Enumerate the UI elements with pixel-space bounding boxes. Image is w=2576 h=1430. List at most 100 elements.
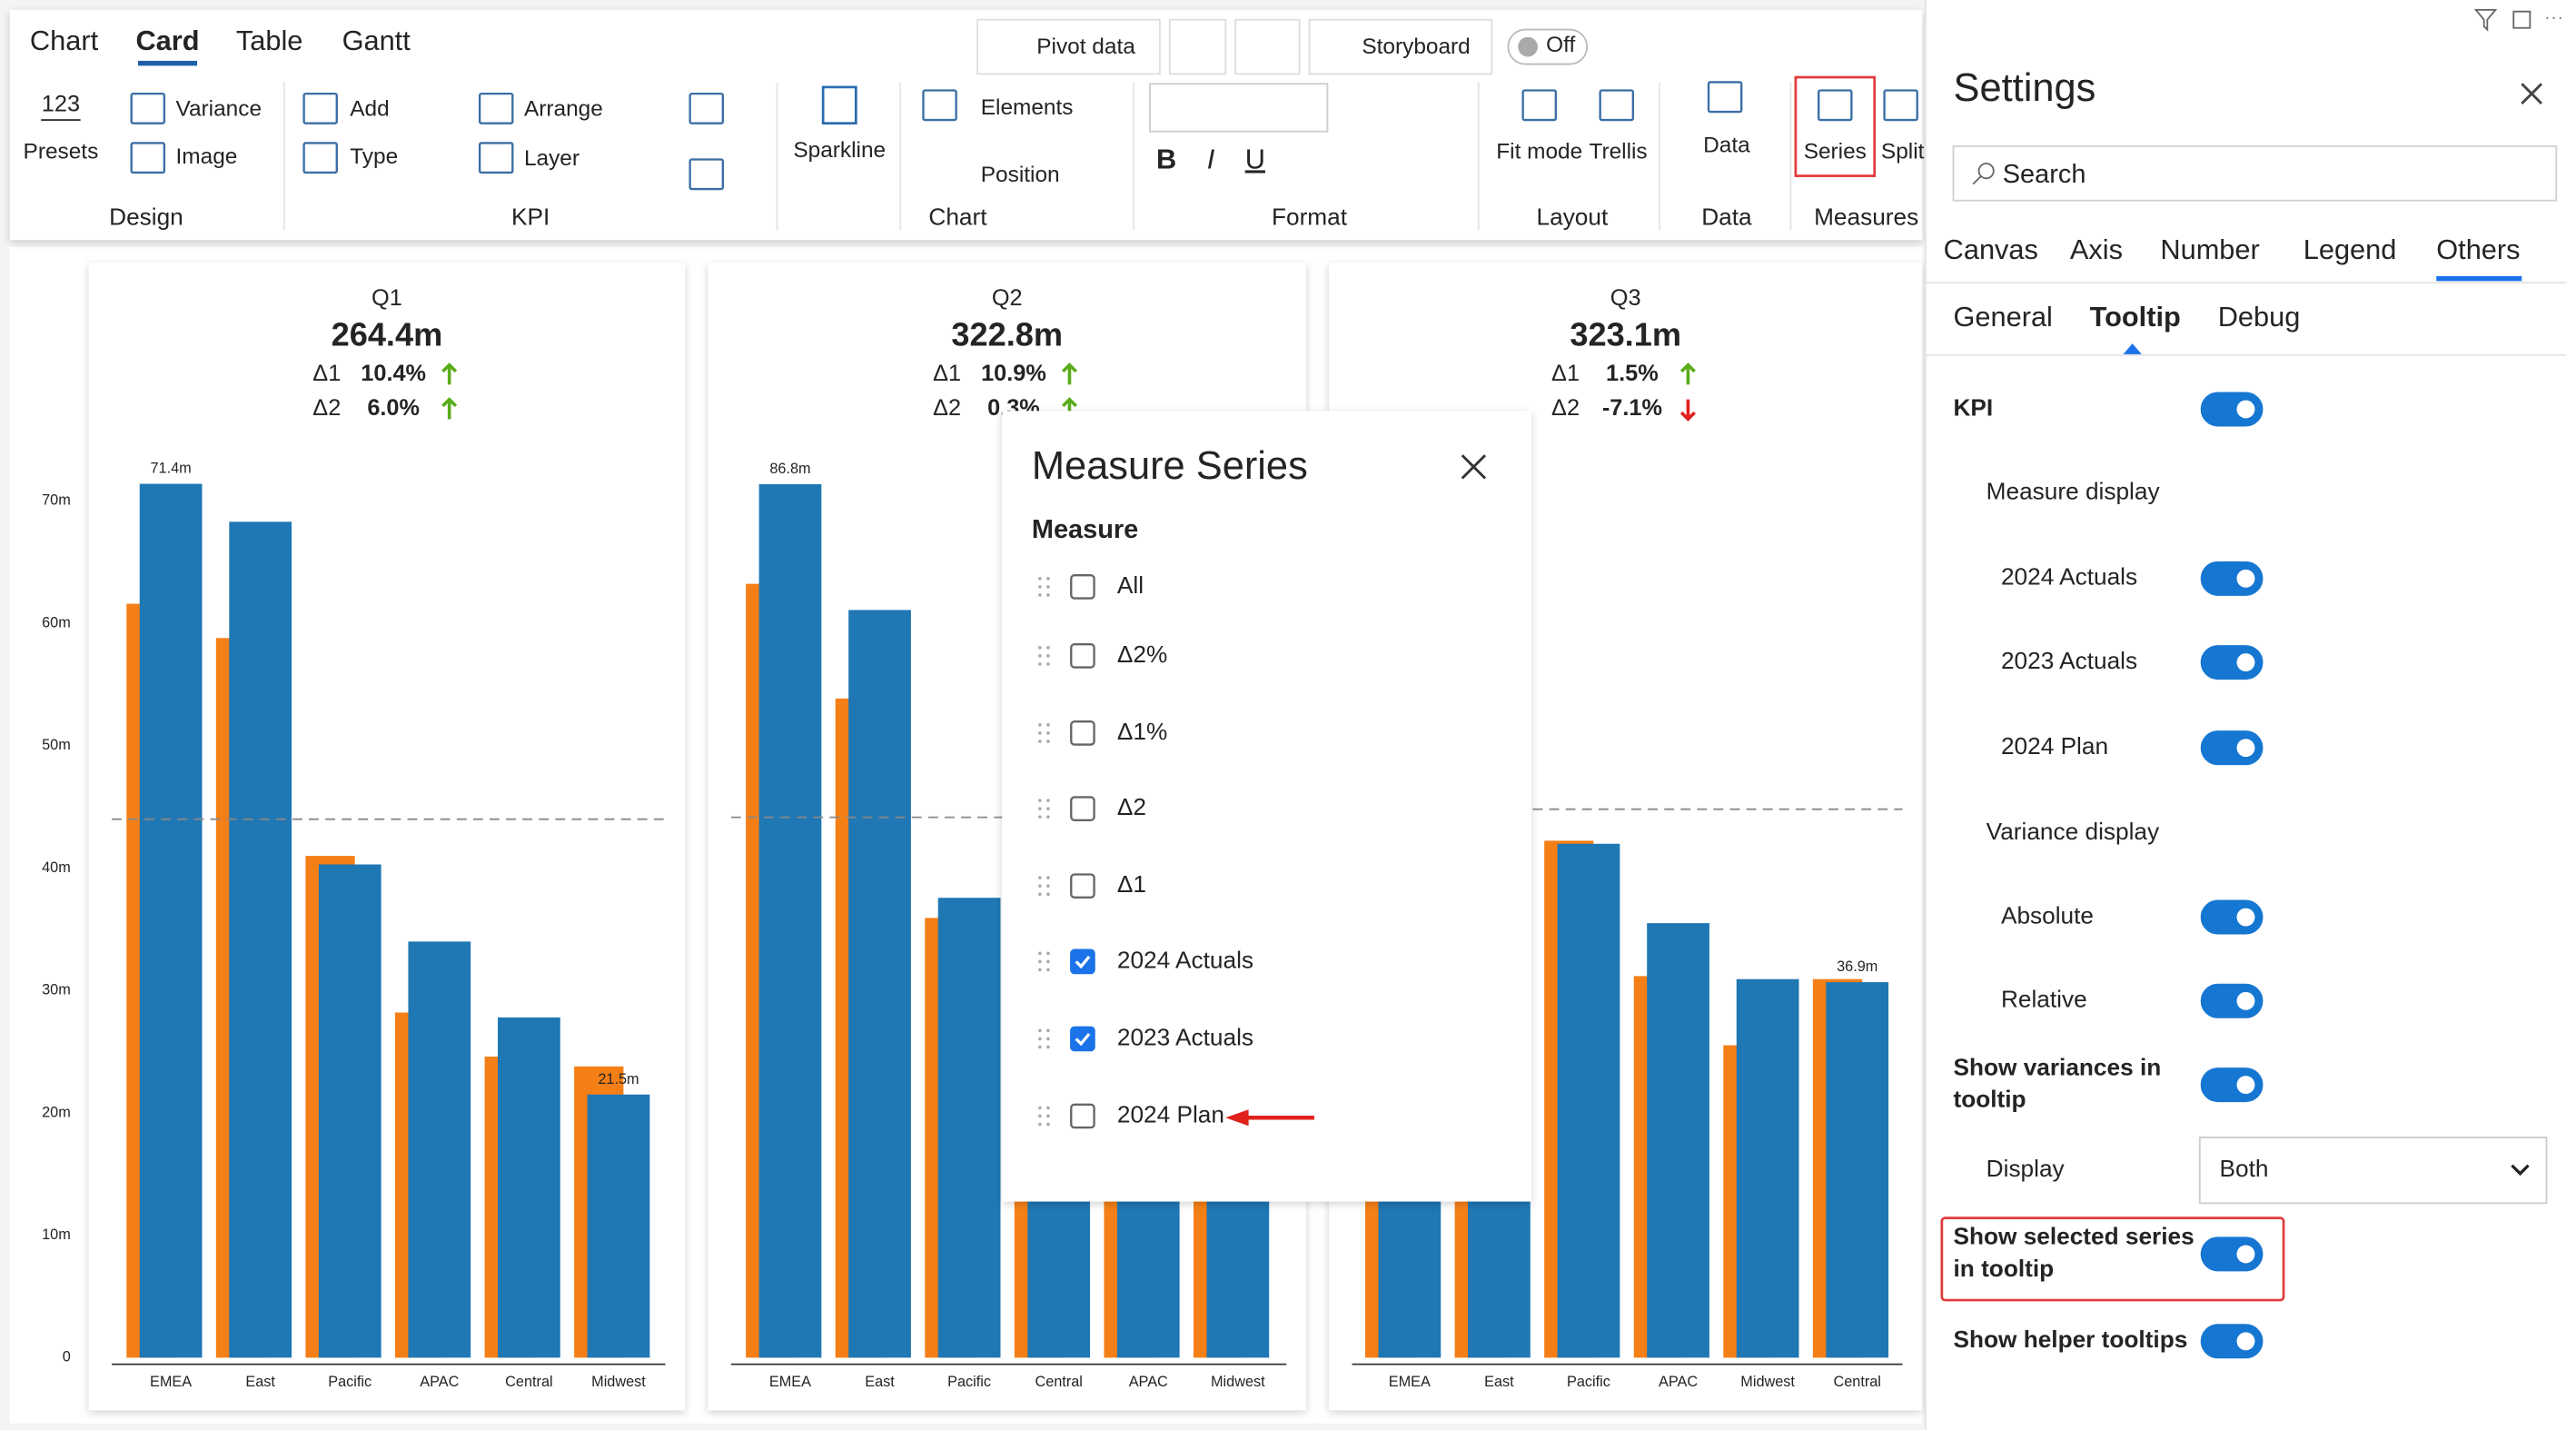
search-icon: [1977, 163, 1995, 180]
popup-item-label: 2024 Actuals: [1117, 946, 1253, 973]
ribbon-icon: [1818, 89, 1853, 122]
ribbon-button[interactable]: U: [1245, 143, 1265, 174]
popup-item-label: Δ1: [1117, 870, 1146, 898]
ribbon-button[interactable]: Series: [1804, 140, 1867, 164]
settings-tab[interactable]: Legend: [2304, 233, 2397, 265]
drag-handle: [1046, 799, 1050, 802]
setting-label: 2023 Actuals: [2001, 647, 2137, 674]
variance-label: Δ1: [933, 361, 961, 386]
drag-handle: [1038, 723, 1042, 727]
kpi-value: 264.4m: [332, 315, 443, 353]
drag-handle: [1038, 585, 1042, 589]
drag-handle: [1038, 1106, 1042, 1110]
ribbon-button[interactable]: Arrange: [524, 97, 603, 122]
settings-close[interactable]: [2521, 83, 2543, 105]
ribbon-button[interactable]: I: [1207, 143, 1215, 174]
ribbon-icon: [130, 142, 166, 174]
drag-handle: [1038, 799, 1042, 802]
setting-label: 2024 Actuals: [2001, 563, 2137, 591]
ribbon-button[interactable]: Storyboard: [1362, 35, 1470, 59]
bar: [1826, 982, 1889, 1358]
font-box: [1149, 83, 1329, 133]
toggle-knob: [2236, 400, 2255, 419]
ribbon-button[interactable]: Split: [1881, 140, 1925, 164]
ribbon-button[interactable]: Variance: [176, 97, 263, 122]
bar: [1736, 978, 1799, 1358]
ribbon-button[interactable]: Type: [350, 144, 398, 169]
bar: [498, 1017, 560, 1358]
x-tick-label: APAC: [420, 1374, 459, 1390]
ribbon-tab[interactable]: Table: [236, 25, 303, 56]
drag-handle: [1038, 654, 1042, 658]
kpi-value: 322.8m: [951, 315, 1063, 353]
settings-tab[interactable]: Canvas: [1944, 233, 2038, 265]
ribbon-button[interactable]: Trellis: [1589, 140, 1647, 164]
ribbon-button[interactable]: Pivot data: [1036, 35, 1135, 59]
active-tab-underline: [137, 60, 198, 66]
y-tick-label: 60m: [42, 614, 71, 631]
drag-handle: [1038, 884, 1042, 888]
ribbon-button[interactable]: Layer: [524, 146, 580, 171]
toggle-knob: [2236, 653, 2255, 672]
checkbox[interactable]: [1070, 796, 1095, 821]
ribbon-group-label: Design: [109, 204, 183, 231]
ribbon-button[interactable]: Data: [1703, 133, 1750, 157]
settings-subtab[interactable]: Tooltip: [2090, 301, 2181, 333]
checkbox[interactable]: [1070, 1103, 1095, 1129]
x-tick-label: East: [245, 1374, 275, 1390]
data-label: 86.8m: [769, 461, 810, 477]
popup-heading: Measure: [1032, 515, 1138, 544]
ribbon-button[interactable]: Image: [176, 144, 238, 169]
ribbon-tab[interactable]: Gantt: [342, 25, 411, 56]
drag-handle: [1038, 1028, 1042, 1033]
ribbon-tab[interactable]: Chart: [30, 25, 99, 56]
ribbon-button[interactable]: 123: [42, 91, 80, 116]
ribbon-button[interactable]: Fit mode: [1496, 140, 1582, 164]
ribbon-button[interactable]: Sparkline: [793, 138, 886, 163]
drag-handle: [1046, 876, 1050, 879]
drag-handle: [1046, 1045, 1050, 1049]
x-tick-label: East: [865, 1374, 895, 1390]
x-tick-label: Central: [505, 1374, 552, 1390]
drag-handle: [1046, 577, 1050, 581]
dropdown[interactable]: [2198, 1137, 2548, 1205]
search-box[interactable]: [1952, 145, 2558, 202]
settings-tab[interactable]: Number: [2160, 233, 2259, 265]
ribbon-button[interactable]: Add: [350, 97, 389, 122]
ribbon-icon: [689, 92, 724, 124]
ribbon-button[interactable]: Presets: [24, 140, 99, 164]
ribbon-icon: [302, 92, 338, 124]
bar: [408, 941, 471, 1358]
ribbon-button-frame: [976, 18, 1161, 75]
settings-subtab[interactable]: General: [1954, 301, 2053, 333]
checkmark: [1075, 1032, 1091, 1047]
ribbon-button[interactable]: Off: [1546, 33, 1575, 57]
settings-subtab[interactable]: Debug: [2218, 301, 2301, 333]
checkbox[interactable]: [1070, 643, 1095, 669]
settings-tab[interactable]: Others: [2436, 233, 2520, 265]
checkbox[interactable]: [1070, 873, 1095, 899]
selected-row-highlight: [1940, 1216, 2285, 1302]
ribbon-tab[interactable]: Card: [135, 25, 199, 56]
popup-close[interactable]: [1461, 454, 1487, 480]
x-tick-label: Midwest: [1740, 1374, 1795, 1390]
ribbon-button[interactable]: Position: [981, 163, 1060, 187]
checkbox[interactable]: [1070, 948, 1095, 975]
ribbon-button[interactable]: B: [1156, 143, 1176, 174]
settings-tab[interactable]: Axis: [2070, 233, 2123, 265]
drag-handle: [1046, 892, 1050, 897]
checkbox[interactable]: [1070, 720, 1095, 746]
drag-handle: [1046, 951, 1050, 956]
ribbon-group-label: KPI: [511, 204, 550, 231]
ribbon-icon: [130, 92, 166, 124]
checkbox[interactable]: [1070, 1026, 1095, 1052]
variance-label: Δ2: [1551, 395, 1580, 421]
ribbon-button[interactable]: Elements: [981, 95, 1074, 120]
checkbox[interactable]: [1070, 574, 1095, 600]
drag-handle: [1038, 662, 1042, 666]
drag-handle: [1038, 807, 1042, 810]
arrow-head: [441, 362, 458, 373]
toggle-knob: [1518, 36, 1538, 57]
